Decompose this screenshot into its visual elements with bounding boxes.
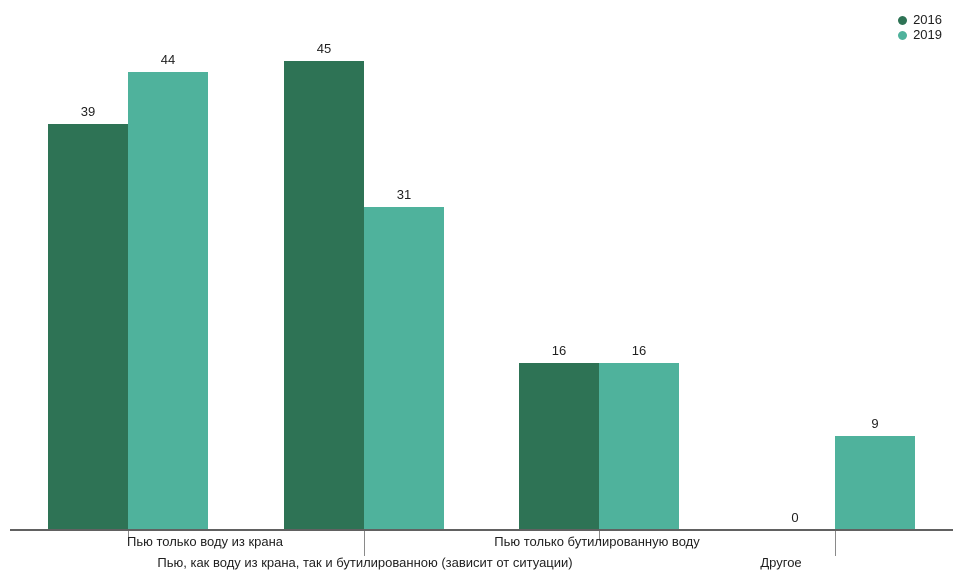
x-axis-category-label: Пью, как воду из крана, так и бутилирова… xyxy=(157,555,573,570)
bar-2019-cat4[interactable] xyxy=(835,436,915,530)
x-axis-tick xyxy=(599,530,600,541)
x-axis-line xyxy=(10,529,953,531)
legend: 2016 2019 xyxy=(898,13,942,42)
legend-item-2016[interactable]: 2016 xyxy=(898,13,942,27)
legend-swatch-2016-icon xyxy=(898,15,908,25)
x-axis-category-label: Пью только бутилированную воду xyxy=(494,534,700,549)
value-label-2019-cat1: 44 xyxy=(160,52,176,67)
value-label-2016-cat2: 45 xyxy=(316,41,332,56)
value-label-2019-cat2: 31 xyxy=(396,187,412,202)
legend-item-2019[interactable]: 2019 xyxy=(898,28,942,42)
value-label-2016-cat4: 0 xyxy=(791,510,799,525)
x-axis-tick xyxy=(364,530,365,556)
value-label-2016-cat1: 39 xyxy=(80,104,96,119)
x-axis-category-label: Другое xyxy=(760,555,802,570)
legend-label-2016: 2016 xyxy=(913,12,942,27)
legend-swatch-2019-icon xyxy=(898,30,908,40)
value-label-2016-cat3: 16 xyxy=(551,343,567,358)
x-axis-tick xyxy=(835,530,836,556)
bar-2016-cat2[interactable] xyxy=(284,61,364,530)
bar-2019-cat1[interactable] xyxy=(128,72,208,530)
value-label-2019-cat3: 16 xyxy=(631,343,647,358)
value-label-2019-cat4: 9 xyxy=(871,416,879,431)
x-axis-tick xyxy=(128,530,129,541)
bar-2019-cat3[interactable] xyxy=(599,363,679,530)
x-axis-category-label: Пью только воду из крана xyxy=(126,534,284,549)
bar-2016-cat1[interactable] xyxy=(48,124,128,530)
legend-label-2019: 2019 xyxy=(913,27,942,42)
bar-2019-cat2[interactable] xyxy=(364,207,444,530)
bar-2016-cat3[interactable] xyxy=(519,363,599,530)
